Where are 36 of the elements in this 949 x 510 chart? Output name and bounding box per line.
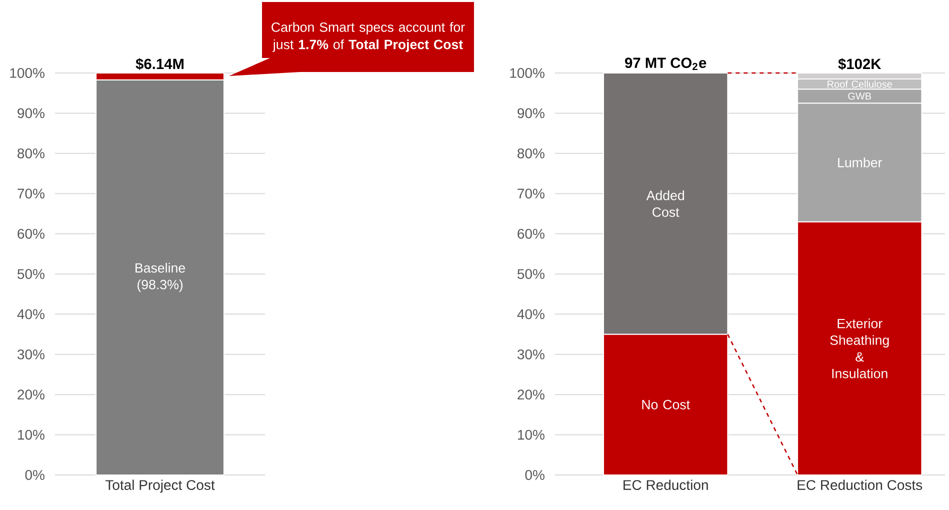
series-label: No Cost [642,400,690,410]
y-tick-label: 40% [17,309,44,320]
annotation: $102K [838,58,882,70]
annotation: $6.14M [136,58,184,70]
y-tick-label: 90% [18,108,44,118]
y-tick-label: 20% [518,390,544,400]
series-label: Baseline (98.3%) [136,262,185,292]
y-tick-label: 60% [518,228,544,239]
y-tick-label: 40% [517,309,544,320]
x-tick-label: Total Project Cost [105,480,215,493]
y-tick-label: 0% [25,470,44,480]
x-tick-label: EC Reduction [624,480,708,490]
y-tick-label: 50% [518,269,544,279]
y-tick-label: 50% [18,269,44,279]
y-tick-label: 90% [518,108,544,118]
y-tick-label: 70% [18,188,44,199]
y-tick-label: 30% [17,349,44,360]
series-label: Added Cost [646,190,684,217]
series-label: Lumber [838,158,882,168]
series-label: GWB [848,92,872,100]
y-tick-label: 80% [518,148,544,158]
series-label: Roof Cellulose [828,80,892,88]
series-label: Exterior Sheathing & Insulation [830,318,889,378]
y-tick-label: 80% [18,148,44,158]
y-tick-label: 30% [517,349,544,360]
y-tick-label: 70% [518,188,544,199]
annotation: 97 MT CO$_{2}$e [625,58,706,70]
y-tick-label: 100% [10,68,44,78]
y-tick-label: 20% [18,390,44,400]
y-tick-label: 10% [18,430,44,440]
text: Carbon Smart specs account for just 1.7% of Total Project Cost [272,22,465,52]
x-tick-label: EC Reduction Costs [798,480,922,490]
y-tick-label: 100% [510,68,544,78]
y-tick-label: 60% [18,228,44,239]
y-tick-label: 0% [525,470,544,480]
y-tick-label: 10% [518,430,544,440]
